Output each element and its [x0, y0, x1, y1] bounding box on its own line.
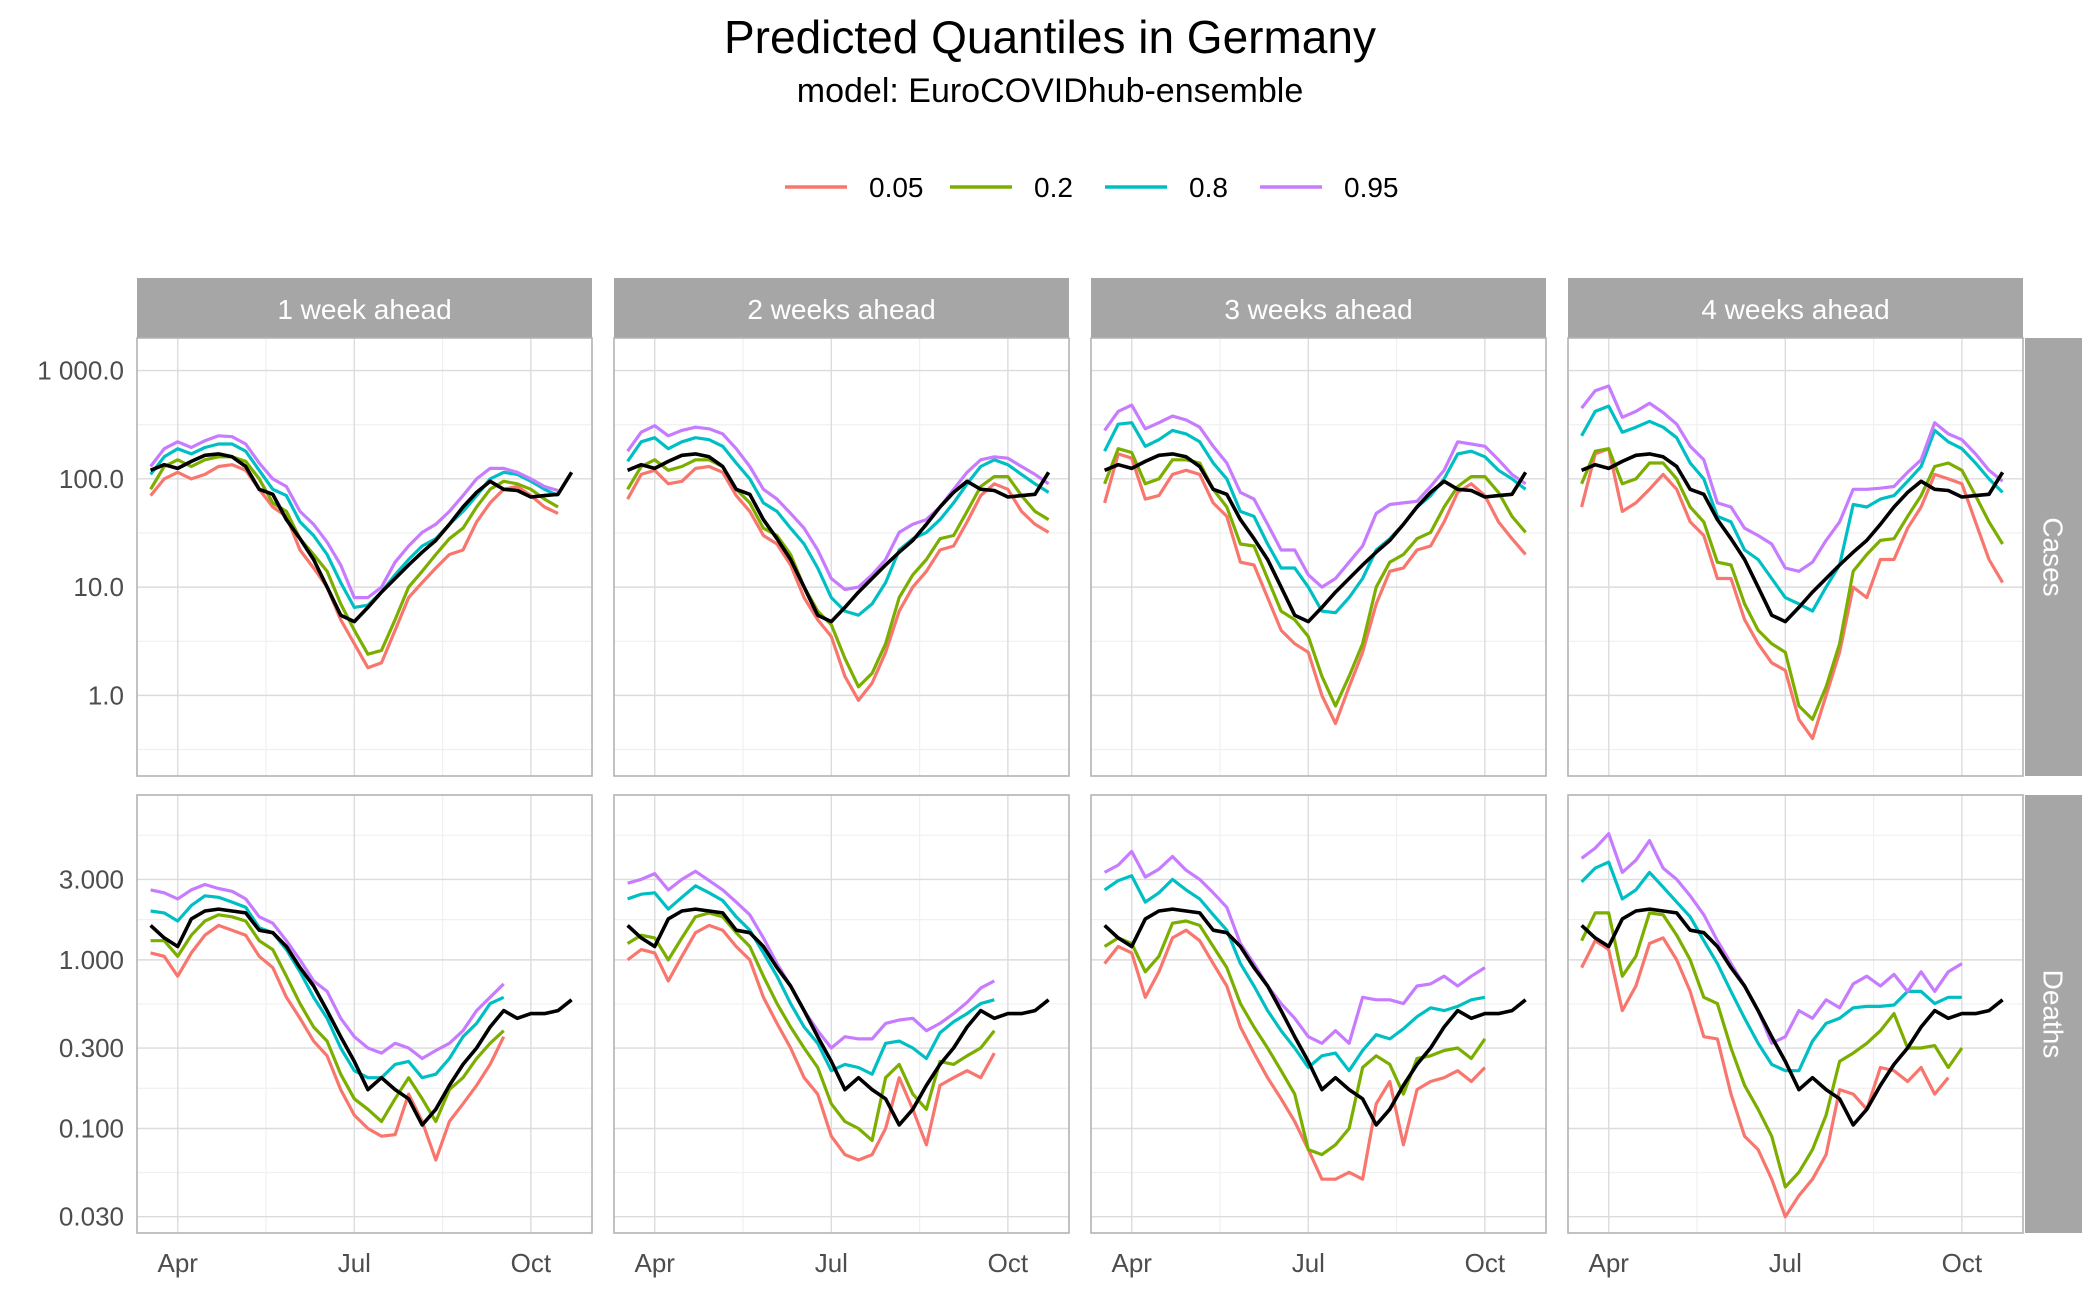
truth-line [149, 907, 573, 1127]
facet-strip-label: 3 weeks ahead [1224, 294, 1412, 325]
series-line-0.2 [1580, 911, 1964, 1189]
x-tick-label: Jul [338, 1248, 371, 1278]
facet-strip [2025, 338, 2082, 776]
series-line-0.8 [1580, 404, 2004, 613]
y-tick-label: 10.0 [73, 572, 124, 602]
series-line-0.95 [1580, 384, 2004, 573]
panel-border [136, 794, 593, 1234]
series-line-0.8 [626, 436, 1050, 617]
x-tick-label: Apr [635, 1248, 676, 1278]
series-line-0.05 [1103, 452, 1527, 726]
series-line-0.95 [1580, 832, 1963, 1045]
series-line-0.2 [1580, 447, 2004, 722]
panel-background [1091, 338, 1546, 776]
chart-title: Predicted Quantiles in Germany [724, 11, 1376, 63]
y-tick-label: 100.0 [59, 464, 124, 494]
series-line-0.05 [1580, 936, 1950, 1219]
x-tick-label: Oct [511, 1248, 552, 1278]
series-line-0.2 [626, 911, 996, 1143]
y-tick-label: 0.100 [59, 1113, 124, 1143]
facet-strip [1568, 278, 2023, 338]
truth-line [1103, 452, 1528, 624]
panel-background [137, 338, 592, 776]
facet-strip [137, 278, 592, 338]
series-line-0.2 [626, 458, 1050, 689]
chart-subtitle: model: EuroCOVIDhub-ensemble [796, 72, 1304, 110]
y-tick-label: 1 000.0 [37, 356, 124, 386]
series-line-0.95 [150, 882, 505, 1061]
x-tick-label: Oct [1465, 1248, 1506, 1278]
panel-background [137, 795, 592, 1233]
truth-line [149, 452, 574, 624]
x-tick-label: Jul [815, 1248, 848, 1278]
x-tick-label: Jul [1292, 1248, 1325, 1278]
panel-border [1567, 794, 2024, 1234]
x-tick-label: Jul [1769, 1248, 1802, 1278]
truth-line [1103, 907, 1527, 1127]
truth-line [1580, 907, 2004, 1127]
facet-strip-label: 1 week ahead [277, 294, 451, 325]
series-line-0.8 [1103, 421, 1527, 615]
series-line-0.95 [626, 424, 1050, 592]
panel-border [613, 794, 1070, 1234]
panel-border [1090, 337, 1547, 777]
panel-background [614, 795, 1069, 1233]
legend-label: 0.8 [1189, 172, 1228, 203]
series-line-0.8 [1103, 874, 1486, 1073]
y-tick-label: 3.000 [59, 864, 124, 894]
series-line-0.2 [149, 455, 559, 656]
legend-label: 0.05 [869, 172, 924, 203]
series-line-0.05 [626, 464, 1050, 702]
y-tick-label: 1.0 [88, 680, 124, 710]
panel-border [613, 337, 1070, 777]
panel-border [136, 337, 593, 777]
truth-line [626, 907, 1050, 1127]
y-tick-label: 1.000 [59, 945, 124, 975]
series-line-0.8 [149, 442, 559, 610]
x-tick-label: Apr [158, 1248, 199, 1278]
facet-strip-label: 2 weeks ahead [747, 294, 935, 325]
facet-strip-label: Deaths [2038, 970, 2069, 1059]
facet-strip [2025, 795, 2082, 1233]
series-line-0.05 [626, 923, 996, 1162]
legend-label: 0.2 [1034, 172, 1073, 203]
x-tick-label: Apr [1112, 1248, 1153, 1278]
x-tick-label: Apr [1589, 1248, 1630, 1278]
legend-label: 0.95 [1344, 172, 1399, 203]
truth-line [626, 452, 1051, 624]
y-tick-label: 0.300 [59, 1033, 124, 1063]
panel-border [1567, 337, 2024, 777]
y-tick-label: 0.030 [59, 1202, 124, 1232]
series-line-0.05 [1103, 928, 1487, 1181]
x-tick-label: Oct [1942, 1248, 1983, 1278]
truth-line [1580, 452, 2005, 624]
facet-strip [1091, 278, 1546, 338]
series-line-0.95 [149, 434, 559, 600]
facet-strip-label: 4 weeks ahead [1701, 294, 1889, 325]
x-tick-label: Oct [988, 1248, 1029, 1278]
panel-background [614, 338, 1069, 776]
facet-strip-label: Cases [2038, 517, 2069, 596]
panel-border [1090, 794, 1547, 1234]
series-line-0.05 [149, 463, 559, 670]
series-line-0.2 [150, 913, 505, 1124]
facet-strip [614, 278, 1069, 338]
series-line-0.8 [1580, 860, 1962, 1073]
series-line-0.95 [1103, 849, 1486, 1045]
series-line-0.8 [627, 884, 995, 1076]
panel-background [1091, 795, 1546, 1233]
series-line-0.8 [150, 894, 505, 1080]
series-line-0.95 [1103, 403, 1527, 589]
series-line-0.05 [150, 923, 506, 1162]
series-line-0.05 [1580, 447, 2004, 741]
